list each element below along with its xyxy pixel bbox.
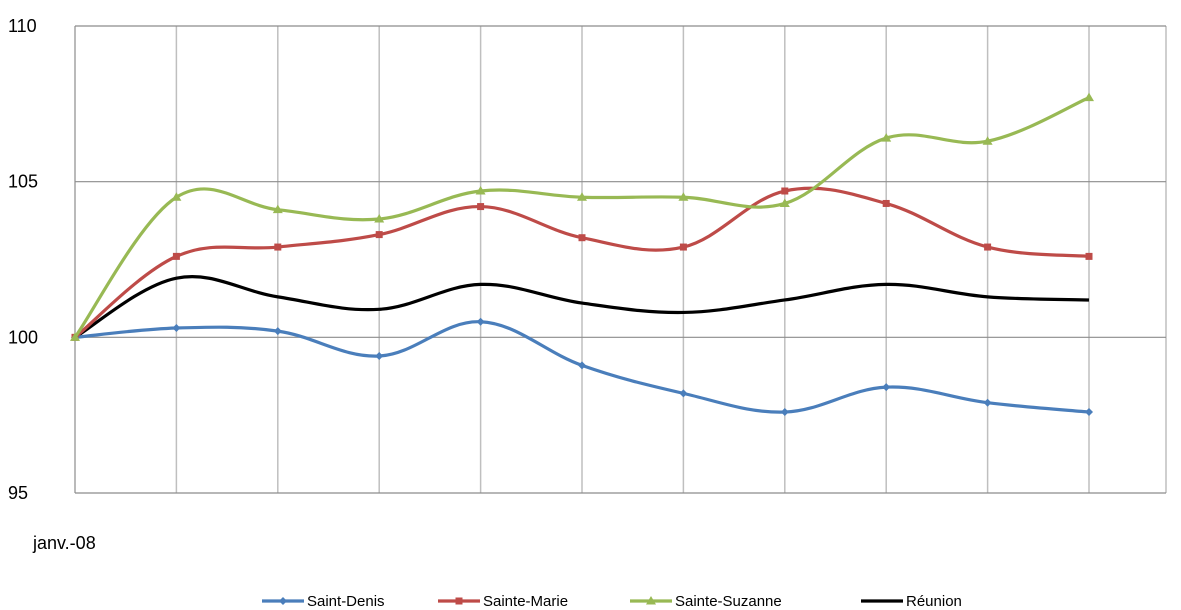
series-reunion xyxy=(74,275,1090,339)
data-point-sainte-marie xyxy=(477,203,485,211)
data-point-saint-denis xyxy=(983,398,992,407)
legend-marker xyxy=(279,597,287,605)
data-point-saint-denis xyxy=(578,361,586,370)
y-axis-ticks: 95 100 105 110 xyxy=(8,16,38,503)
data-point-sainte-suzanne xyxy=(475,186,486,195)
data-point-sainte-marie xyxy=(578,234,586,242)
data-point-saint-denis xyxy=(780,408,789,417)
data-point-sainte-suzanne xyxy=(1084,92,1094,102)
y-tick-label: 100 xyxy=(8,327,38,347)
data-point-sainte-marie xyxy=(274,243,282,251)
data-point-sainte-suzanne xyxy=(70,332,80,341)
series-sainte-marie xyxy=(71,186,1093,341)
x-axis-ticks: janv.-08 xyxy=(32,533,96,553)
data-point-sainte-marie xyxy=(984,243,992,251)
data-point-sainte-suzanne xyxy=(881,133,892,142)
x-tick-label: janv.-08 xyxy=(32,533,96,553)
legend-label: Saint-Denis xyxy=(307,593,385,610)
data-point-saint-denis xyxy=(375,352,384,361)
y-tick-label: 110 xyxy=(8,16,37,36)
legend-marker xyxy=(455,597,463,605)
legend-item-sainte-marie: Sainte-Marie xyxy=(438,593,568,610)
data-point-saint-denis xyxy=(172,323,181,332)
series-line-reunion xyxy=(74,275,1090,339)
data-point-sainte-marie xyxy=(375,231,383,239)
data-point-saint-denis xyxy=(882,383,891,392)
legend-marker xyxy=(646,596,656,605)
legend-item-reunion: Réunion xyxy=(861,593,962,610)
data-point-sainte-suzanne xyxy=(272,204,283,214)
data-point-sainte-suzanne xyxy=(577,192,587,201)
series-sainte-suzanne xyxy=(70,92,1094,341)
data-point-sainte-marie xyxy=(172,252,180,260)
series-saint-denis xyxy=(71,317,1093,417)
y-tick-label: 105 xyxy=(8,172,38,192)
data-point-saint-denis xyxy=(273,327,282,336)
data-point-sainte-marie xyxy=(1085,252,1093,260)
data-point-sainte-suzanne xyxy=(374,214,385,223)
data-point-saint-denis xyxy=(476,317,485,326)
data-point-saint-denis xyxy=(1085,408,1093,417)
data-point-sainte-suzanne xyxy=(678,192,689,201)
grid xyxy=(74,25,1167,494)
data-point-sainte-marie xyxy=(882,199,890,207)
legend-item-sainte-suzanne: Sainte-Suzanne xyxy=(630,593,782,610)
data-point-sainte-suzanne xyxy=(982,136,993,145)
data-point-sainte-marie xyxy=(781,187,789,195)
legend: Saint-Denis Sainte-Marie Sainte-Suzanne Réu… xyxy=(262,593,962,610)
legend-label: Sainte-Suzanne xyxy=(675,593,782,610)
legend-item-saint-denis: Saint-Denis xyxy=(262,593,385,610)
legend-label: Sainte-Marie xyxy=(483,593,568,610)
series-line-sainte-suzanne xyxy=(73,96,1090,339)
data-point-saint-denis xyxy=(679,389,688,398)
y-tick-label: 95 xyxy=(8,483,28,503)
legend-label: Réunion xyxy=(906,593,962,610)
data-point-sainte-suzanne xyxy=(171,192,182,201)
series-layer xyxy=(70,92,1094,417)
data-point-sainte-suzanne xyxy=(779,198,790,207)
data-point-sainte-marie xyxy=(679,243,687,251)
